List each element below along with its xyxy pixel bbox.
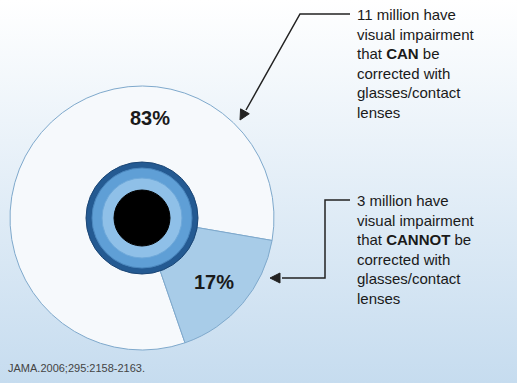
svg-text:17%: 17% [194,271,234,293]
svg-text:83%: 83% [130,107,170,129]
svg-text:3 million havevisual impairmen: 3 million havevisual impairmentthat CANN… [357,192,475,307]
svg-text:11 million havevisual impairme: 11 million havevisual impairmentthat CAN… [357,6,475,121]
svg-text:JAMA.2006;295:2158-2163.: JAMA.2006;295:2158-2163. [8,362,145,374]
